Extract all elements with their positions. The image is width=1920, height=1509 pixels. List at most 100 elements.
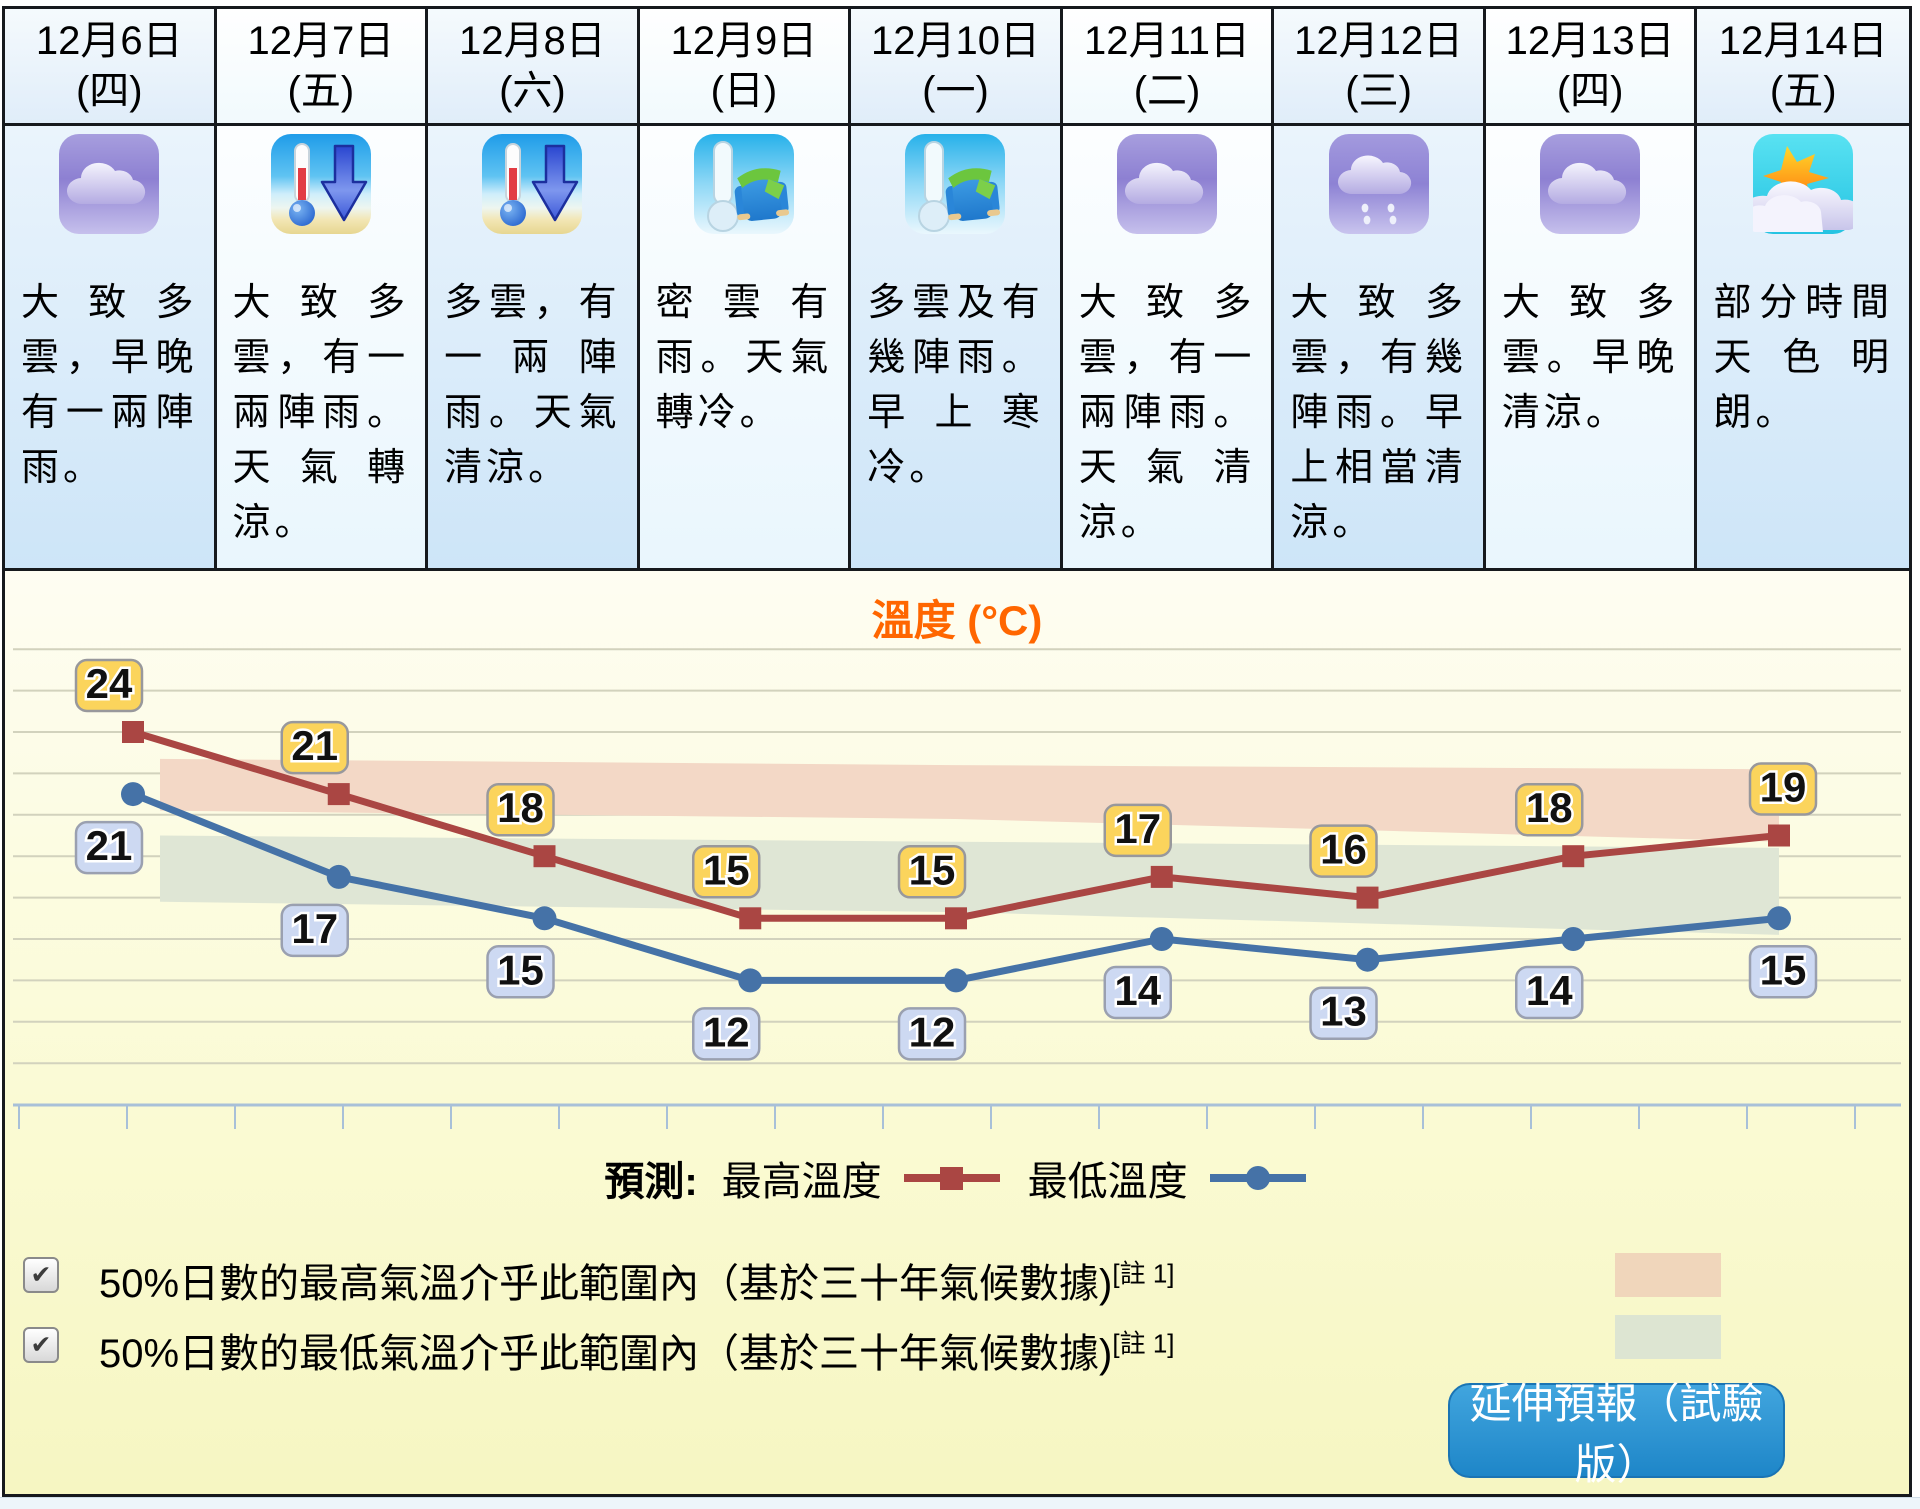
min-range-checkbox[interactable]: ✔ <box>23 1327 59 1363</box>
svg-text:19: 19 <box>1760 764 1807 811</box>
min-temp-marker <box>326 864 351 889</box>
day-body: 大致多雲，早晚有一兩陣雨。 <box>5 126 214 568</box>
day-header: 12月10日 (一) <box>851 9 1060 126</box>
cloudy-icon <box>1540 134 1641 234</box>
min-temp-label: 12 <box>897 1006 967 1061</box>
extended-forecast-button[interactable]: 延伸預報（試驗版） <box>1448 1380 1785 1488</box>
svg-text:13: 13 <box>1320 988 1367 1035</box>
min-temp-label: 13 <box>1309 985 1378 1040</box>
day-weekday: (二) <box>1133 69 1201 113</box>
forecast-day-column: 12月6日 (四) 大致多雲，早晚有一兩陣雨。 <box>5 9 217 568</box>
svg-text:21: 21 <box>86 822 133 869</box>
day-date: 12月12日 <box>1294 19 1464 63</box>
day-header: 12月14日 (五) <box>1697 9 1909 126</box>
day-date: 12月11日 <box>1084 19 1251 63</box>
day-forecast-text: 多雲，有一兩陣雨。天氣清涼。 <box>444 282 621 490</box>
max-temp-marker <box>945 907 967 930</box>
min-temp-marker <box>1149 927 1174 951</box>
day-weekday: (四) <box>75 69 143 113</box>
footnote-ref: [註 1] <box>1112 1328 1175 1359</box>
x-axis <box>13 1103 1901 1129</box>
day-weekday: (日) <box>710 69 778 113</box>
svg-text:14: 14 <box>1526 967 1573 1014</box>
day-header: 12月8日 (六) <box>428 9 637 126</box>
day-body: 大致多雲，有幾陣雨。早上相當清涼。 <box>1274 126 1483 568</box>
svg-text:18: 18 <box>1526 784 1573 831</box>
day-date: 12月8日 <box>459 19 606 63</box>
max-line-symbol-icon <box>903 1167 1000 1190</box>
svg-text:12: 12 <box>909 1008 956 1055</box>
cloudy-drizzle-icon <box>1328 134 1429 234</box>
day-weekday: (一) <box>922 69 989 113</box>
day-body: 多雲及有幾陣雨。早上寒冷。 <box>851 126 1060 568</box>
min-temp-label: 12 <box>692 1006 761 1061</box>
min-temp-label: 15 <box>1748 944 1818 999</box>
min-temp-marker <box>1767 906 1791 931</box>
legend-item-min: 最低溫度 <box>1028 1149 1310 1207</box>
max-temp-marker <box>533 845 556 868</box>
max-temp-marker <box>1562 845 1585 868</box>
max-temp-label: 19 <box>1748 761 1818 816</box>
day-forecast-text: 大致多雲，早晚有一兩陣雨。 <box>21 282 198 490</box>
day-header: 12月13日 (四) <box>1485 9 1695 126</box>
svg-text:24: 24 <box>86 660 133 707</box>
day-date: 12月7日 <box>247 19 395 63</box>
cloudy-icon <box>1117 134 1218 234</box>
max-temp-marker <box>327 783 350 806</box>
legend-item-max: 最高溫度 <box>722 1149 1004 1207</box>
day-forecast-text: 密雲有雨。天氣轉冷。 <box>655 282 833 435</box>
svg-text:14: 14 <box>1114 967 1161 1014</box>
max-range-color-swatch <box>1615 1253 1721 1297</box>
max-temp-label: 16 <box>1309 823 1378 878</box>
max-temp-marker <box>122 721 144 743</box>
svg-text:21: 21 <box>291 722 338 769</box>
forecast-day-column: 12月9日 (日) 密雲有雨。天氣轉冷。 <box>639 9 852 568</box>
max-range-checkbox[interactable]: ✔ <box>23 1257 59 1293</box>
day-header: 12月7日 (五) <box>216 9 426 126</box>
legend-prefix: 預測: <box>604 1160 698 1204</box>
cloudy-icon <box>59 134 160 234</box>
max-temp-label: 15 <box>692 844 761 899</box>
day-weekday: (四) <box>1556 69 1624 113</box>
svg-text:17: 17 <box>1114 805 1161 852</box>
min-temp-label: 14 <box>1515 965 1584 1020</box>
temperature-chart-panel: 溫度 (°C) 24 21 18 15 15 17 16 18 19 21 17 15 12 12 14 13… <box>2 571 1912 1497</box>
min-temp-marker <box>121 782 145 807</box>
min-line-symbol-icon <box>1209 1166 1306 1190</box>
day-weekday: (三) <box>1345 69 1412 113</box>
day-weekday: (五) <box>287 69 355 113</box>
forecast-day-column: 12月8日 (六) 多雲，有一兩陣雨。天氣清涼。 <box>428 9 640 568</box>
temp-drop-icon <box>482 134 583 234</box>
day-body: 大致多雲，有一兩陣雨。天氣轉涼。 <box>216 126 426 568</box>
day-forecast-text: 多雲及有幾陣雨。早上寒冷。 <box>867 282 1044 490</box>
min-temp-label: 15 <box>486 944 555 999</box>
max-temp-label: 18 <box>1515 782 1584 837</box>
min-temp-marker <box>1355 947 1380 972</box>
max-temp-label: 21 <box>280 720 349 775</box>
max-range-option-row: ✔ 50%日數的最高氣溫介乎此範圍內（基於三十年氣候數據)[註 1] <box>23 1251 1175 1309</box>
day-header: 12月9日 (日) <box>639 9 849 126</box>
min-temp-label: 21 <box>74 820 144 875</box>
max-temp-marker <box>1150 865 1173 888</box>
day-weekday: (六) <box>499 69 566 113</box>
day-date: 12月13日 <box>1505 19 1675 63</box>
svg-text:15: 15 <box>703 846 750 893</box>
svg-text:15: 15 <box>909 846 956 893</box>
legend-min-label: 最低溫度 <box>1027 1160 1188 1204</box>
day-forecast-text: 大致多雲。早晚清涼。 <box>1501 282 1679 435</box>
forecast-day-column: 12月11日 (二) 大致多雲，有一兩陣雨。天氣清涼。 <box>1062 9 1275 568</box>
max-temp-label: 17 <box>1103 802 1172 858</box>
min-temp-label: 17 <box>280 902 349 958</box>
legend-max-label: 最高溫度 <box>721 1160 882 1204</box>
temperature-line-chart: 24 21 18 15 15 17 16 18 19 21 17 15 12 12 14 13 14 15 <box>13 648 1901 1129</box>
min-temp-marker <box>738 968 763 993</box>
forecast-day-column: 12月12日 (三) 大致多雲，有幾陣雨。早上相當清涼。 <box>1274 9 1486 568</box>
day-header: 12月12日 (三) <box>1274 9 1483 126</box>
max-temp-label: 15 <box>897 844 967 899</box>
day-forecast-text: 大致多雲，有一兩陣雨。天氣轉涼。 <box>232 282 410 545</box>
forecast-day-column: 12月14日 (五) 部分時間天色明朗。 <box>1697 9 1909 568</box>
svg-text:16: 16 <box>1320 826 1367 873</box>
forecast-day-column: 12月13日 (四) 大致多雲。早晚清涼。 <box>1485 9 1698 568</box>
day-date: 12月10日 <box>871 19 1040 63</box>
sunny-intervals-icon <box>1741 134 1863 234</box>
